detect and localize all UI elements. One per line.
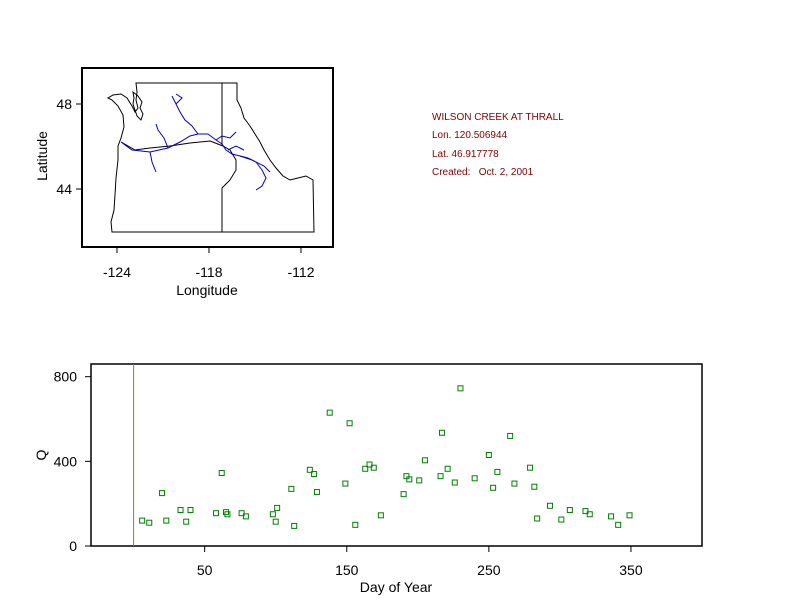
data-point <box>272 518 279 525</box>
data-point <box>238 510 245 517</box>
x-tick-label: 150 <box>335 562 359 578</box>
map-xtick-label: -112 <box>288 264 315 280</box>
data-point <box>437 473 444 480</box>
spokane-river <box>215 131 237 141</box>
data-point <box>313 489 320 496</box>
map-ticks <box>76 103 302 253</box>
data-point <box>471 475 478 482</box>
scatter-chart: 50 150 250 350 0 400 800 Day of Year Q <box>33 363 703 595</box>
map-ylabel: Latitude <box>34 131 50 181</box>
data-point <box>558 516 565 523</box>
map-xtick-label: -124 <box>103 264 131 280</box>
data-point <box>377 512 384 519</box>
columbia-river <box>120 133 271 173</box>
y-tick-label: 0 <box>69 538 77 554</box>
map-xtick-label: -118 <box>196 264 223 280</box>
data-point <box>163 517 170 524</box>
x-tick-label: 50 <box>197 562 213 578</box>
map-frame <box>81 67 334 248</box>
data-point <box>306 466 313 473</box>
chart-x-ticks: 50 150 250 350 <box>197 546 643 578</box>
map-panel: -124 -118 -112 48 44 Longitude Latitude <box>34 67 334 298</box>
data-point <box>451 479 458 486</box>
data-point <box>224 511 231 518</box>
station-latitude: Lat. 46.917778 <box>432 149 499 160</box>
y-tick-label: 800 <box>54 369 78 385</box>
data-point <box>366 461 373 468</box>
map-ytick-label: 48 <box>56 96 72 112</box>
data-point <box>485 452 492 458</box>
data-point <box>534 515 541 522</box>
yakima-river <box>155 123 169 149</box>
data-point <box>342 480 349 487</box>
x-tick-label: 250 <box>477 562 501 578</box>
willamette-river <box>149 151 157 173</box>
data-point <box>187 507 194 514</box>
data-point <box>400 491 407 498</box>
data-point <box>416 477 423 484</box>
map-ytick-label: 44 <box>56 181 72 197</box>
data-point <box>288 485 295 492</box>
chart-y-ticks: 0 400 800 <box>54 369 91 554</box>
data-point <box>586 511 593 518</box>
data-point <box>213 510 220 517</box>
data-point <box>626 512 633 519</box>
data-point <box>269 511 276 518</box>
chart-frame <box>90 363 703 547</box>
data-point <box>183 518 190 525</box>
chart-ylabel: Q <box>33 449 49 460</box>
or-id-border <box>221 149 237 232</box>
data-point <box>346 420 353 427</box>
wa-or-border <box>120 140 231 151</box>
deschutes-river <box>175 93 183 105</box>
data-point <box>490 484 497 491</box>
snake-river <box>239 155 267 191</box>
station-longitude: Lon. 120.506944 <box>432 130 508 141</box>
data-point <box>608 513 615 520</box>
chart-points <box>139 385 633 529</box>
data-point <box>242 513 249 520</box>
data-point <box>159 490 166 497</box>
data-point <box>566 507 573 514</box>
data-point <box>370 464 377 471</box>
data-point <box>146 519 153 526</box>
data-point <box>494 468 501 475</box>
station-name: WILSON CREEK AT THRALL <box>432 112 564 123</box>
created-date: Created: Oct. 2, 2001 <box>432 167 534 178</box>
data-point <box>527 464 534 471</box>
chart-xlabel: Day of Year <box>360 579 433 595</box>
data-point <box>582 508 589 515</box>
map-state-boundaries <box>106 82 315 233</box>
data-point <box>546 502 553 509</box>
columbia-upper <box>171 95 199 135</box>
data-point <box>139 517 146 524</box>
data-point <box>352 521 359 528</box>
puget-sound <box>132 90 144 121</box>
data-point <box>291 522 298 529</box>
data-point <box>531 483 538 490</box>
map-rivers <box>120 93 271 191</box>
data-point <box>421 457 428 464</box>
data-point <box>444 465 451 472</box>
data-point <box>362 465 369 472</box>
map-xlabel: Longitude <box>176 282 238 298</box>
data-point <box>218 469 225 476</box>
x-tick-label: 350 <box>619 562 643 578</box>
data-point <box>177 507 184 514</box>
pend-oreille-river <box>227 145 245 151</box>
coastline-and-outer-boundary <box>106 82 315 233</box>
data-point <box>274 504 281 511</box>
data-point <box>326 409 333 416</box>
data-point <box>511 480 518 487</box>
data-point <box>438 429 445 436</box>
data-point <box>507 432 514 439</box>
data-point <box>615 521 622 528</box>
data-point <box>311 471 318 478</box>
data-point <box>457 385 464 392</box>
data-point <box>406 476 413 483</box>
y-tick-label: 400 <box>54 453 78 469</box>
